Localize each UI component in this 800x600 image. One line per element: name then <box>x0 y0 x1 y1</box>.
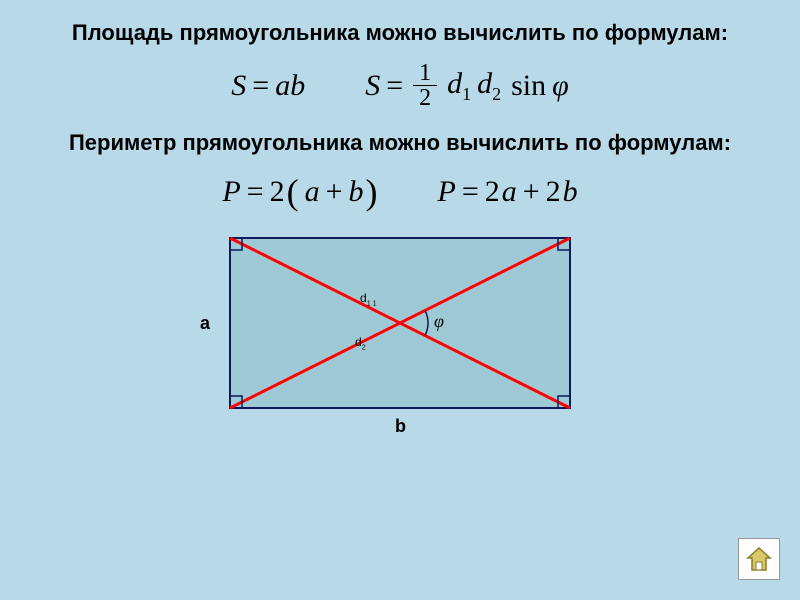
sym-phi: φ <box>552 69 569 103</box>
sym-d1: d1 <box>447 67 471 105</box>
sym-eq: = <box>386 69 403 103</box>
sym-eq: = <box>462 175 479 209</box>
rectangle-figure: a b d1 1 d2 φ <box>200 233 600 453</box>
sym-2: 2 <box>270 175 285 209</box>
sym-sin: sin <box>511 69 546 103</box>
frac-den: 2 <box>413 86 437 110</box>
sym-a: a <box>502 175 517 209</box>
formula-area-1: S = ab <box>231 69 305 103</box>
label-diagonal-d2: d2 <box>355 335 366 351</box>
sym-S: S <box>365 69 380 103</box>
figure-container: a b d1 1 d2 φ <box>40 233 760 453</box>
sym-2: 2 <box>546 175 561 209</box>
label-side-b: b <box>395 416 406 437</box>
formula-area-2: S = 1 2 d1 d2 sin φ <box>365 61 569 110</box>
formula-perimeter-1: P = 2 ( a + b ) <box>222 171 377 213</box>
fraction-half: 1 2 <box>413 61 437 110</box>
sym-ab: ab <box>275 69 305 103</box>
sym-eq: = <box>252 69 269 103</box>
sym-b: b <box>563 175 578 209</box>
perimeter-formula-row: P = 2 ( a + b ) P = 2 a + 2 b <box>40 171 760 213</box>
sym-eq: = <box>247 175 264 209</box>
heading-area: Площадь прямоугольника можно вычислить п… <box>40 20 760 46</box>
label-side-a: a <box>200 313 210 334</box>
sym-plus: + <box>326 175 343 209</box>
sym-rparen: ) <box>366 171 378 213</box>
label-angle-phi: φ <box>434 311 444 332</box>
sym-d2: d2 <box>477 67 501 105</box>
home-icon <box>744 544 774 574</box>
sym-S: S <box>231 69 246 103</box>
sym-b: b <box>349 175 364 209</box>
sym-lparen: ( <box>287 171 299 213</box>
sym-a: a <box>305 175 320 209</box>
sym-P: P <box>438 175 456 209</box>
frac-num: 1 <box>413 61 437 86</box>
home-button[interactable] <box>738 538 780 580</box>
area-formula-row: S = ab S = 1 2 d1 d2 sin φ <box>40 61 760 110</box>
sym-2: 2 <box>485 175 500 209</box>
heading-perimeter: Периметр прямоугольника можно вычислить … <box>40 130 760 156</box>
sym-plus: + <box>523 175 540 209</box>
slide-background: Площадь прямоугольника можно вычислить п… <box>0 0 800 600</box>
formula-perimeter-2: P = 2 a + 2 b <box>438 175 578 209</box>
label-diagonal-d1: d1 1 <box>360 291 377 307</box>
sym-P: P <box>222 175 240 209</box>
